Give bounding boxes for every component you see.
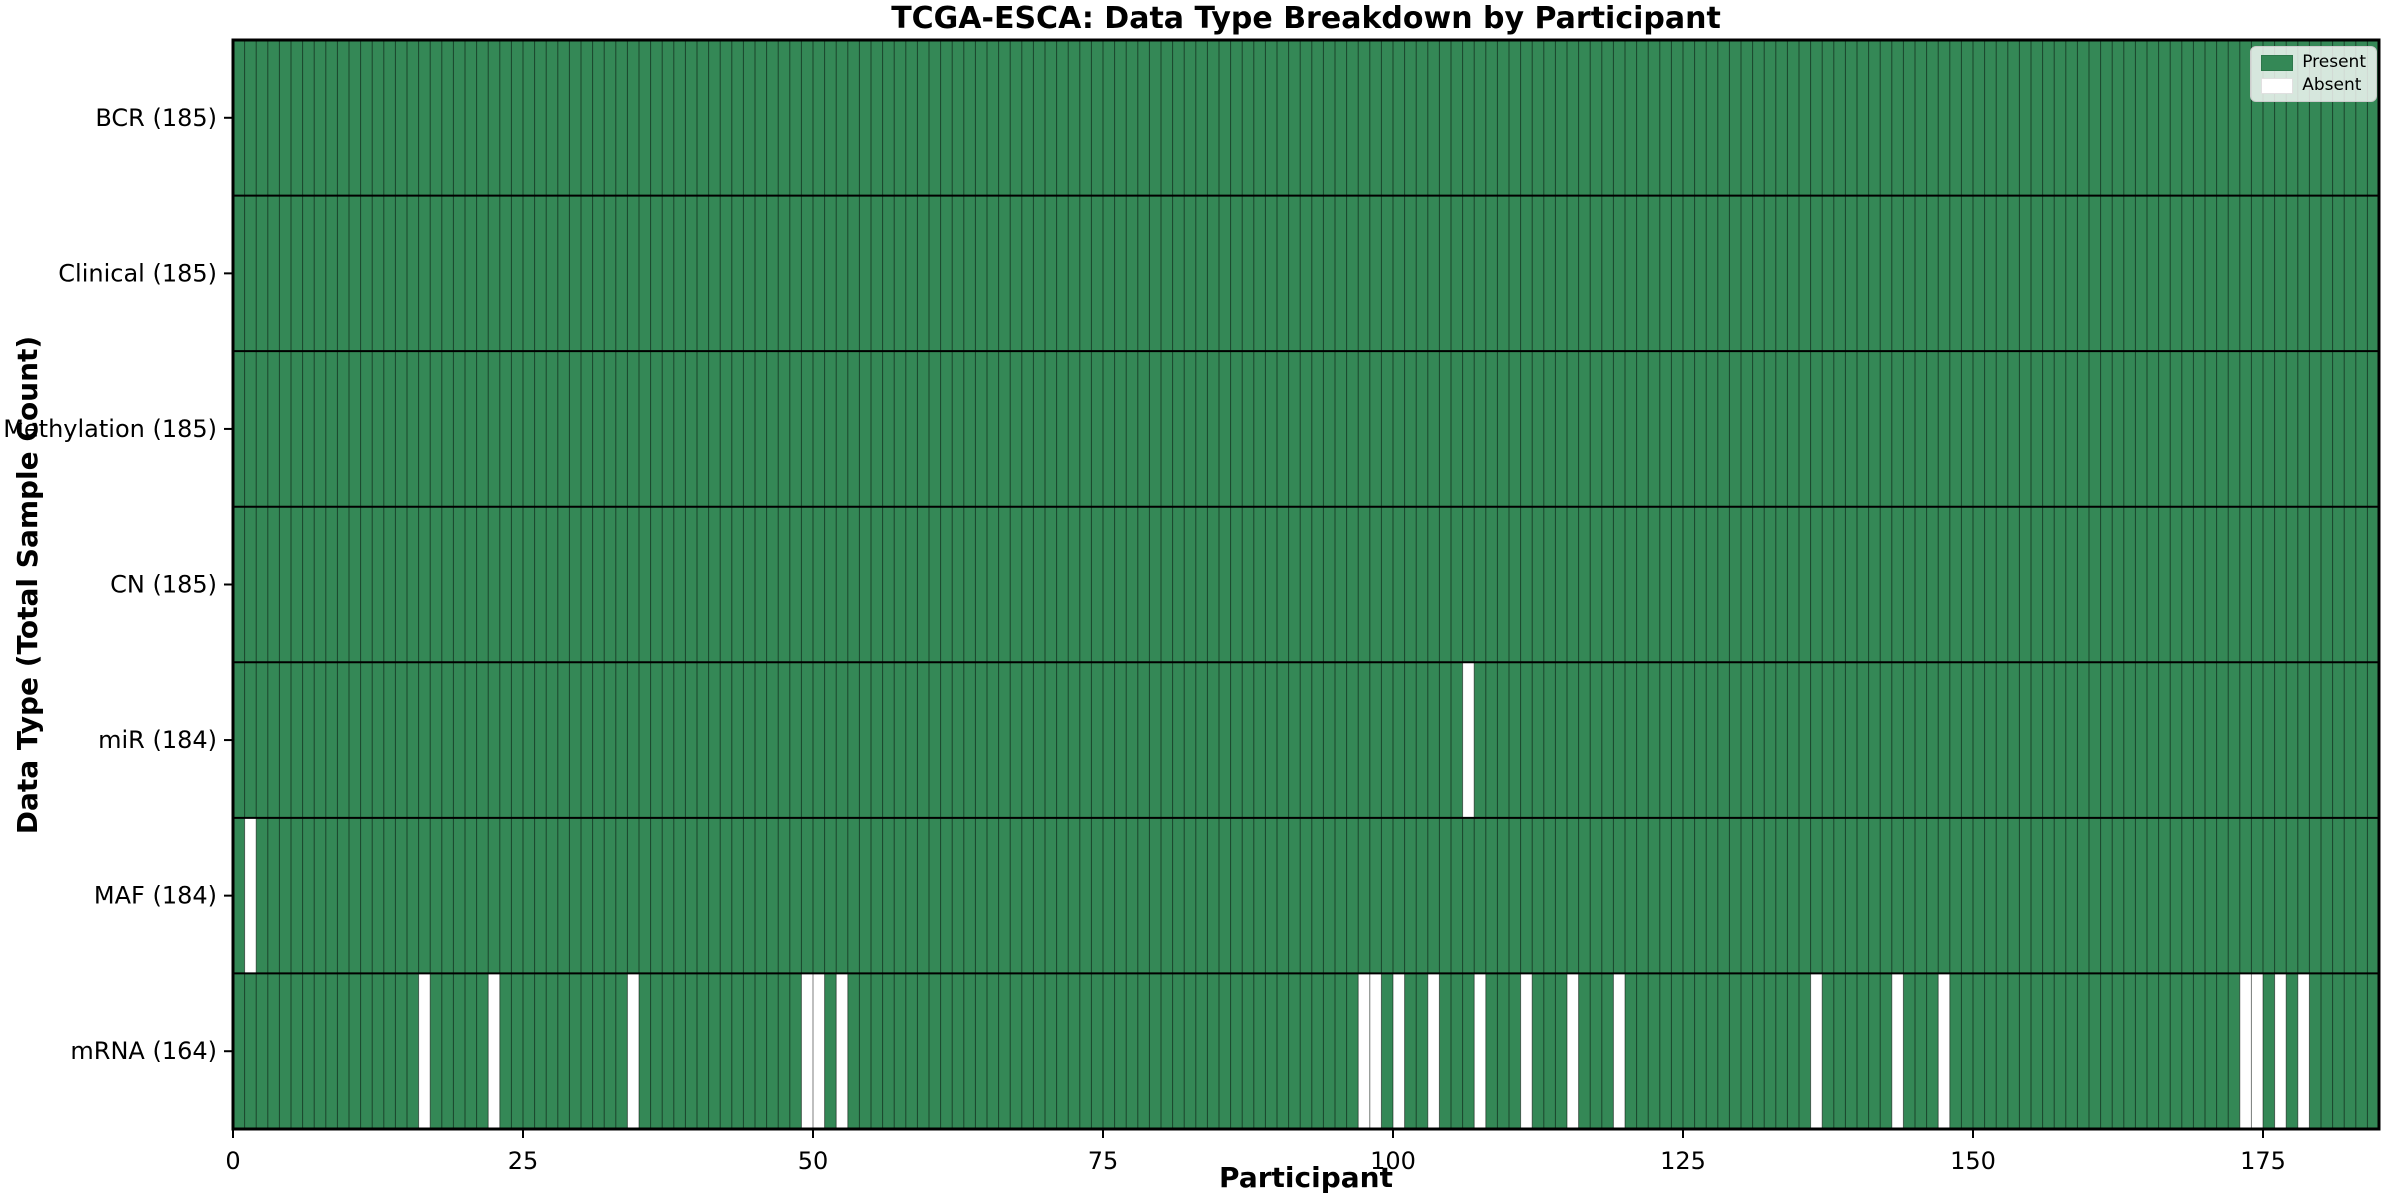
legend-item-present: Present [2261, 54, 2366, 71]
absent-cell [801, 973, 813, 1129]
x-tick-label: 25 [508, 1147, 539, 1175]
y-axis-label: Data Type (Total Sample Count) [11, 335, 44, 835]
absent-cell [1613, 973, 1625, 1129]
absent-cell [488, 973, 500, 1129]
absent-cell [1462, 662, 1475, 818]
x-tick-label: 175 [2240, 1147, 2286, 1175]
y-tick-label: Methylation (185) [3, 415, 217, 443]
y-tick-label: CN (185) [110, 571, 217, 599]
absent-cell [1891, 973, 1904, 1129]
legend: Present Absent [2250, 46, 2377, 102]
absent-cell [813, 973, 825, 1129]
absent-cell [1567, 973, 1579, 1129]
y-tick-label: BCR (185) [95, 104, 217, 132]
x-tick-label: 0 [225, 1147, 240, 1175]
absent-cell [627, 973, 639, 1129]
absent-cell [1358, 973, 1370, 1129]
absent-cell [1938, 973, 1950, 1129]
absent-cell [836, 973, 848, 1129]
absent-cell [1810, 973, 1823, 1129]
absent-cell [1520, 973, 1533, 1129]
legend-swatch-absent [2261, 77, 2294, 94]
absent-cell [2239, 973, 2252, 1129]
x-tick-label: 75 [1088, 1147, 1119, 1175]
absent-cell [1369, 973, 1382, 1129]
legend-label-present: Present [2302, 52, 2366, 72]
plot-area [233, 40, 2379, 1129]
x-tick-label: 150 [1950, 1147, 1996, 1175]
legend-swatch-present [2261, 54, 2294, 71]
absent-cell [244, 817, 257, 974]
legend-label-absent: Absent [2302, 75, 2362, 95]
y-tick-label: MAF (184) [94, 882, 217, 910]
x-tick-label: 50 [798, 1147, 829, 1175]
absent-cell [2251, 973, 2263, 1129]
absent-cell [1427, 973, 1440, 1129]
y-tick-label: miR (184) [98, 726, 217, 754]
x-tick-label: 125 [1660, 1147, 1706, 1175]
x-axis-label: Participant [1219, 1161, 1393, 1194]
y-tick-label: mRNA (164) [70, 1037, 217, 1065]
x-tick-label: 100 [1370, 1147, 1416, 1175]
legend-item-absent: Absent [2261, 77, 2366, 94]
absent-cell [418, 973, 431, 1129]
y-tick-label: Clinical (185) [58, 259, 217, 287]
absent-cell [1393, 973, 1405, 1129]
absent-cell [1474, 973, 1486, 1129]
absent-cell [2274, 973, 2287, 1129]
absent-cell [2297, 973, 2310, 1129]
chart-title: TCGA-ESCA: Data Type Breakdown by Partic… [891, 1, 1721, 36]
